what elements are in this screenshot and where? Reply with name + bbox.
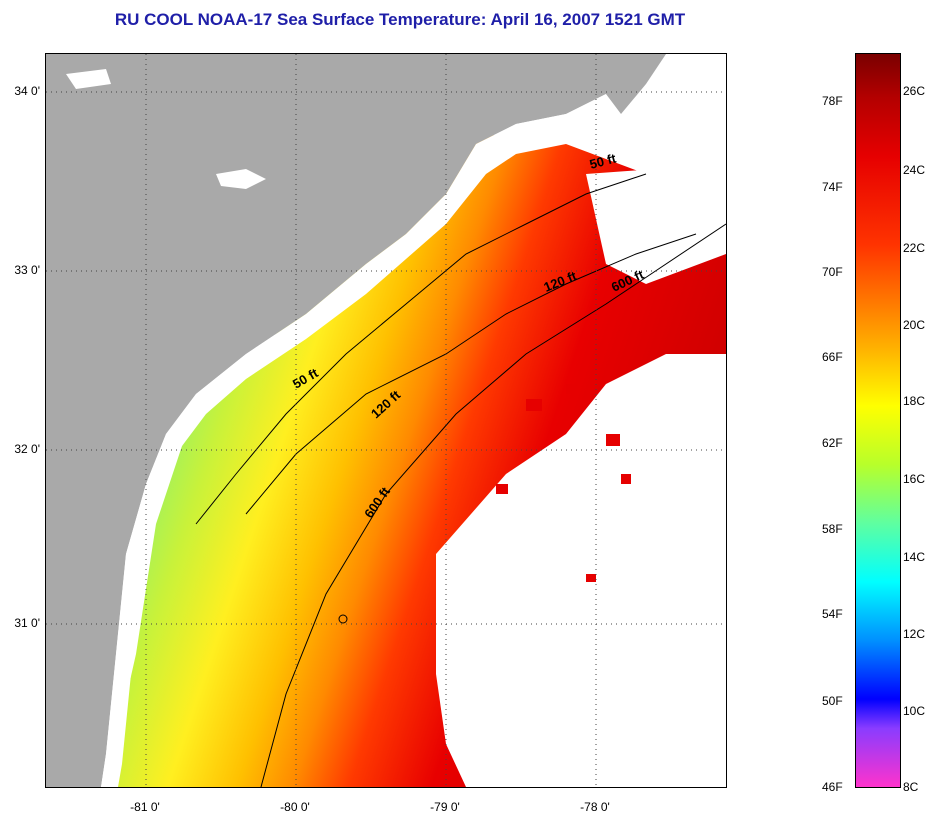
cb-c-20: 20C — [903, 318, 926, 332]
contour-50ft — [195, 173, 647, 525]
lat-label-34: 34 0' — [14, 84, 40, 98]
cb-f-66: 66F — [822, 350, 843, 364]
cb-f-50: 50F — [822, 694, 843, 708]
lat-label-31: 31 0' — [14, 616, 40, 630]
cb-f-58: 58F — [822, 522, 843, 536]
cb-c-14: 14C — [903, 550, 926, 564]
cb-c-18: 18C — [903, 394, 926, 408]
graticule — [46, 54, 726, 787]
cb-c-22: 22C — [903, 241, 926, 255]
contour-spot — [338, 614, 348, 624]
cb-c-8: 8C — [903, 780, 919, 794]
warm-speckles — [496, 384, 631, 582]
contour-120ft — [245, 233, 697, 515]
cb-f-54: 54F — [822, 607, 843, 621]
lon-label-80: -80 0' — [280, 800, 310, 814]
lon-label-78: -78 0' — [580, 800, 610, 814]
cloud-mask — [436, 164, 726, 787]
cb-f-46: 46F — [822, 780, 843, 794]
cb-f-78: 78F — [822, 94, 843, 108]
cb-c-24: 24C — [903, 163, 926, 177]
cb-f-70: 70F — [822, 265, 843, 279]
cb-c-26: 26C — [903, 84, 926, 98]
depth-contours — [195, 173, 726, 787]
contour-600ft — [260, 223, 726, 787]
cb-f-62: 62F — [822, 436, 843, 450]
lon-label-79: -79 0' — [430, 800, 460, 814]
lat-label-32: 32 0' — [14, 442, 40, 456]
land-sliver — [606, 54, 666, 114]
contour-label-50ft-north: 50 ft — [588, 150, 618, 172]
cb-f-74: 74F — [822, 180, 843, 194]
temperature-colorbar — [855, 53, 901, 788]
cb-c-12: 12C — [903, 627, 926, 641]
lon-label-81: -81 0' — [130, 800, 160, 814]
map-title: RU COOL NOAA-17 Sea Surface Temperature:… — [114, 10, 686, 29]
sst-map: 50 ft 120 ft 600 ft 50 ft 120 ft 600 ft — [45, 53, 727, 788]
cb-c-16: 16C — [903, 472, 926, 486]
lat-label-33: 33 0' — [14, 263, 40, 277]
lakes — [66, 69, 266, 189]
land — [46, 54, 606, 787]
cb-c-10: 10C — [903, 704, 926, 718]
